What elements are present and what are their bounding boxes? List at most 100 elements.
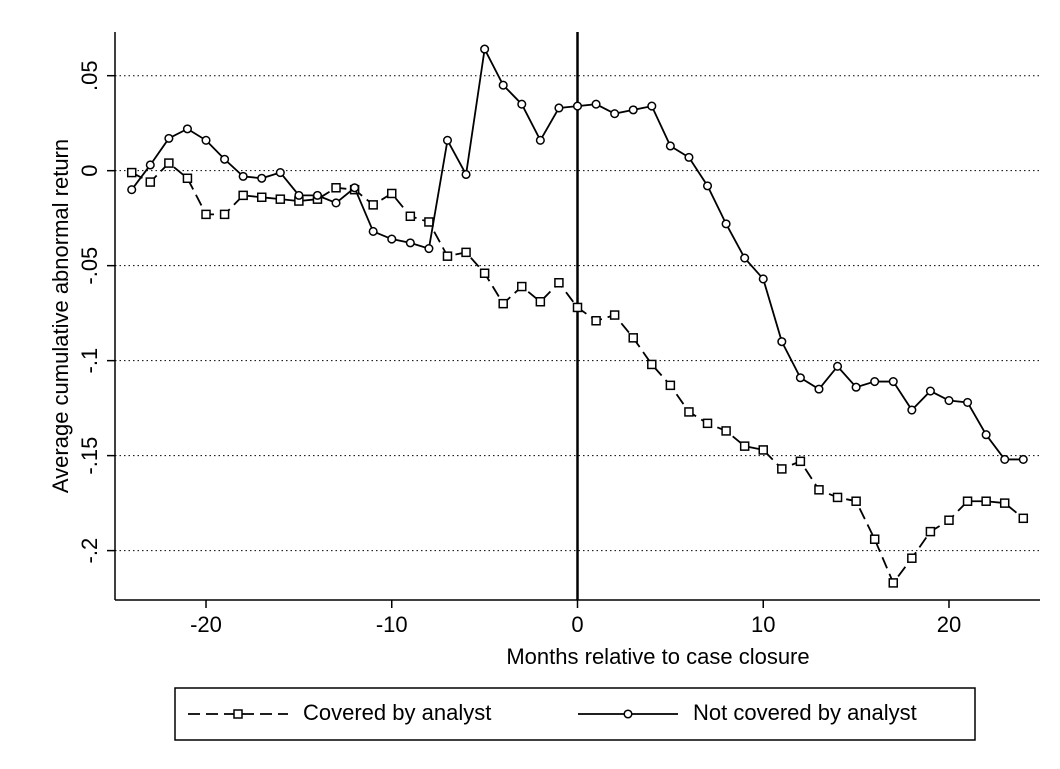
marker bbox=[888, 578, 899, 588]
marker bbox=[814, 485, 824, 495]
marker bbox=[572, 302, 583, 313]
marker bbox=[758, 274, 768, 284]
marker bbox=[424, 244, 434, 254]
x-tick-label: 0 bbox=[571, 612, 583, 637]
marker bbox=[257, 173, 267, 183]
marker bbox=[869, 534, 880, 544]
marker bbox=[628, 333, 638, 343]
marker bbox=[684, 407, 694, 417]
marker bbox=[981, 496, 991, 506]
legend-marker bbox=[233, 709, 243, 719]
marker bbox=[647, 101, 657, 111]
marker bbox=[405, 238, 415, 248]
marker bbox=[554, 278, 564, 288]
y-tick-label: 0 bbox=[77, 165, 102, 177]
legend-box bbox=[174, 687, 976, 741]
marker bbox=[777, 337, 787, 347]
marker bbox=[610, 109, 620, 119]
marker bbox=[665, 380, 676, 391]
legend-label: Not covered by analyst bbox=[693, 700, 917, 725]
x-axis-label: Months relative to case closure bbox=[506, 644, 809, 669]
marker bbox=[182, 173, 193, 184]
marker bbox=[684, 152, 694, 162]
marker bbox=[498, 80, 508, 90]
marker bbox=[851, 382, 861, 392]
marker bbox=[331, 198, 341, 208]
marker bbox=[981, 430, 991, 440]
marker bbox=[238, 190, 248, 201]
marker bbox=[665, 141, 675, 151]
marker bbox=[721, 426, 731, 436]
marker bbox=[795, 456, 806, 467]
marker bbox=[554, 103, 564, 113]
marker bbox=[591, 99, 601, 109]
marker bbox=[777, 464, 787, 474]
marker bbox=[944, 395, 954, 406]
marker bbox=[201, 209, 211, 220]
marker bbox=[275, 168, 285, 178]
marker bbox=[517, 99, 527, 109]
marker bbox=[944, 515, 954, 525]
legend-marker bbox=[623, 709, 633, 719]
marker bbox=[907, 405, 917, 415]
marker bbox=[387, 188, 397, 199]
x-tick-label: -10 bbox=[376, 612, 408, 637]
marker bbox=[925, 386, 935, 396]
marker bbox=[814, 384, 824, 394]
marker bbox=[331, 183, 341, 193]
marker bbox=[442, 251, 453, 261]
y-tick-label: -.1 bbox=[77, 348, 102, 374]
y-tick-label: -.2 bbox=[77, 538, 102, 564]
y-tick-label: .05 bbox=[77, 60, 102, 91]
marker bbox=[647, 359, 657, 370]
marker bbox=[870, 376, 880, 387]
marker bbox=[535, 135, 545, 145]
marker bbox=[480, 44, 490, 54]
marker bbox=[442, 135, 453, 145]
marker bbox=[888, 376, 898, 387]
marker bbox=[312, 190, 323, 200]
marker bbox=[832, 492, 843, 503]
marker bbox=[275, 194, 286, 204]
marker bbox=[182, 124, 192, 134]
marker bbox=[702, 181, 713, 191]
marker bbox=[164, 158, 174, 168]
marker bbox=[219, 209, 230, 220]
marker bbox=[702, 418, 713, 429]
marker bbox=[907, 553, 917, 563]
marker bbox=[294, 190, 304, 200]
marker bbox=[572, 101, 583, 111]
marker bbox=[479, 268, 490, 279]
x-tick-label: 10 bbox=[751, 612, 775, 637]
marker bbox=[164, 133, 174, 143]
marker bbox=[609, 310, 620, 320]
x-tick-label: 20 bbox=[937, 612, 961, 637]
marker bbox=[962, 496, 973, 506]
marker bbox=[201, 135, 211, 145]
y-tick-label: -.05 bbox=[77, 247, 102, 285]
legend-label: Covered by analyst bbox=[303, 700, 491, 725]
marker bbox=[740, 253, 750, 263]
marker bbox=[721, 219, 731, 229]
marker bbox=[758, 445, 768, 455]
marker bbox=[238, 171, 248, 181]
marker bbox=[145, 177, 156, 187]
marker bbox=[925, 526, 936, 537]
marker bbox=[127, 185, 137, 195]
marker bbox=[126, 167, 137, 178]
y-axis-label: Average cumulative abnormal return bbox=[48, 139, 73, 493]
x-tick-label: -20 bbox=[190, 612, 222, 637]
marker bbox=[387, 234, 397, 244]
marker bbox=[851, 496, 861, 506]
marker bbox=[461, 247, 471, 258]
marker bbox=[368, 226, 378, 237]
marker bbox=[368, 200, 378, 210]
marker bbox=[591, 315, 601, 326]
marker bbox=[963, 397, 973, 407]
marker bbox=[424, 217, 434, 227]
marker bbox=[498, 298, 508, 309]
marker bbox=[535, 297, 546, 307]
marker bbox=[517, 281, 527, 292]
marker bbox=[405, 211, 416, 222]
